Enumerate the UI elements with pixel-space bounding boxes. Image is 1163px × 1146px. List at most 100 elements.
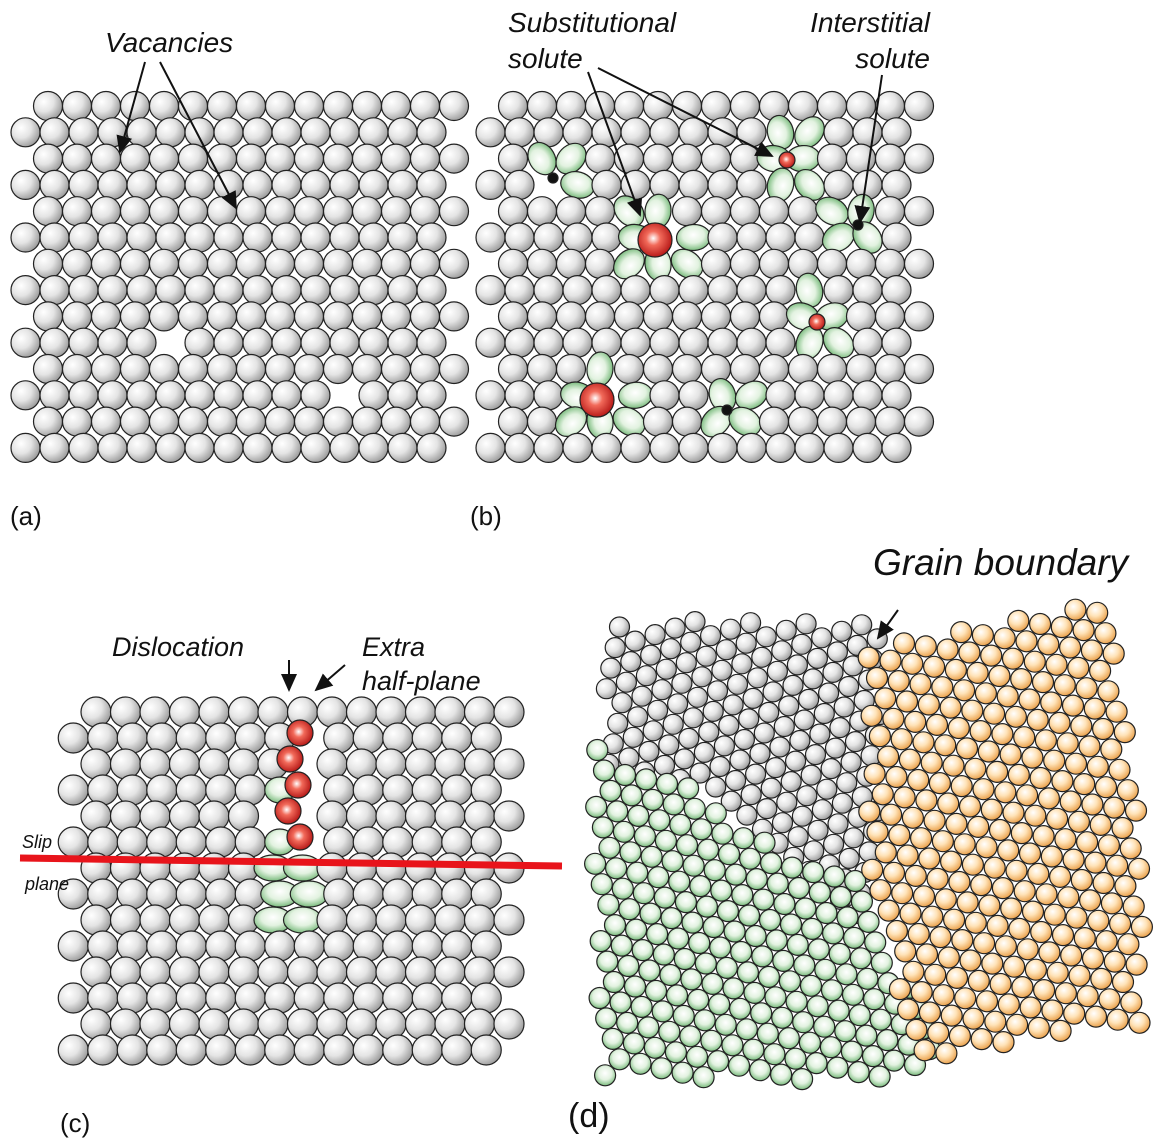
atom	[882, 707, 905, 730]
atom	[613, 301, 645, 332]
atom	[664, 1041, 688, 1064]
atom	[271, 380, 302, 411]
atom	[773, 715, 795, 738]
atom	[620, 784, 643, 807]
atom	[375, 1008, 407, 1040]
atom	[833, 696, 855, 718]
atom	[1078, 889, 1102, 912]
atom	[322, 353, 354, 385]
atom	[670, 248, 704, 279]
annotation: plane	[24, 874, 69, 894]
atom	[441, 982, 473, 1014]
atom	[1049, 1019, 1072, 1043]
atom	[613, 353, 645, 385]
atom	[57, 722, 89, 754]
atom	[629, 1052, 652, 1075]
atom	[970, 873, 993, 897]
atom	[235, 143, 267, 174]
atom	[736, 275, 767, 306]
atom	[177, 196, 209, 227]
atom	[198, 696, 230, 728]
atom	[718, 714, 740, 737]
annotation: solute	[855, 43, 930, 74]
atom	[475, 117, 506, 148]
atom	[612, 820, 636, 843]
atom	[945, 966, 969, 990]
atom	[749, 742, 771, 765]
atom	[470, 878, 502, 910]
atom	[1011, 975, 1034, 999]
atom	[588, 986, 611, 1010]
atom	[827, 813, 849, 835]
atom	[759, 851, 783, 875]
atom	[958, 641, 981, 664]
annotation: Interstitial	[810, 7, 931, 38]
atom	[597, 893, 620, 916]
atom	[826, 641, 849, 663]
atom	[264, 196, 296, 227]
atom	[784, 1047, 807, 1070]
atom	[595, 678, 618, 700]
atom	[601, 1027, 624, 1051]
atom	[931, 830, 955, 853]
atom	[206, 406, 238, 437]
atom	[1081, 793, 1104, 816]
atom	[964, 757, 987, 780]
atom	[155, 117, 186, 148]
atom	[168, 800, 201, 832]
atom	[660, 638, 682, 660]
atom	[198, 956, 230, 988]
atom	[622, 1032, 646, 1055]
atom	[555, 90, 587, 122]
atom	[264, 406, 296, 437]
atom	[780, 770, 802, 793]
atom	[463, 1008, 496, 1040]
atom	[655, 658, 677, 680]
atom	[300, 380, 331, 411]
atom	[805, 1051, 828, 1075]
atom	[787, 353, 819, 385]
atom	[1054, 828, 1077, 851]
atom	[1094, 622, 1117, 645]
atom	[293, 1034, 325, 1066]
atom	[640, 644, 662, 666]
atom	[758, 301, 790, 332]
atom	[32, 353, 64, 385]
atom	[673, 748, 696, 770]
annotation: Grain boundary	[873, 542, 1131, 583]
atom	[404, 800, 437, 832]
atom	[994, 935, 1018, 958]
atom	[758, 406, 790, 437]
atom	[562, 327, 593, 358]
atom	[634, 768, 658, 791]
atom	[894, 940, 917, 963]
atom	[707, 117, 738, 148]
atom	[380, 248, 412, 279]
atom	[470, 1034, 502, 1066]
atom	[735, 632, 757, 654]
atom	[729, 301, 761, 332]
atom	[984, 1010, 1007, 1033]
atom	[1124, 799, 1148, 822]
atom	[787, 196, 819, 227]
atom	[738, 847, 762, 870]
atom	[1073, 772, 1096, 796]
atom	[411, 878, 443, 910]
atom	[90, 248, 122, 279]
atom	[533, 380, 564, 411]
atom	[382, 1034, 414, 1066]
atom	[139, 1008, 171, 1040]
atom	[1088, 659, 1112, 683]
atom	[87, 722, 119, 754]
atom	[1090, 967, 1113, 991]
atom	[293, 353, 325, 385]
atom	[10, 169, 41, 200]
atom	[1046, 961, 1069, 984]
atom	[684, 610, 706, 633]
atom	[966, 661, 989, 685]
atom	[286, 956, 319, 988]
atom	[126, 432, 157, 463]
atom	[604, 636, 626, 659]
atom	[926, 867, 949, 891]
atom	[497, 301, 529, 332]
